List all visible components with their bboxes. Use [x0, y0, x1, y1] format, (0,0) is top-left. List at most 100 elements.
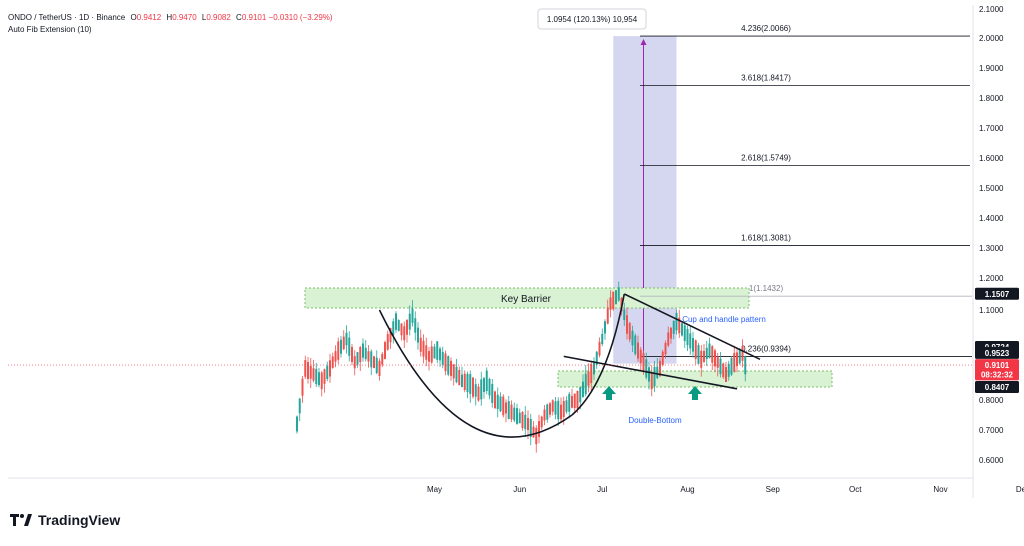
candle[interactable] [411, 300, 414, 327]
candle[interactable] [450, 357, 452, 381]
candle[interactable] [452, 363, 455, 386]
candle[interactable] [439, 346, 441, 367]
axis-price-label[interactable]: 1.1507 [975, 287, 1019, 300]
candle[interactable] [601, 328, 604, 347]
candle[interactable] [414, 311, 417, 341]
candle[interactable] [557, 397, 560, 426]
candle[interactable] [598, 337, 601, 358]
candle[interactable] [425, 337, 428, 367]
candle[interactable] [507, 395, 510, 420]
candle[interactable] [356, 352, 359, 368]
candle[interactable] [466, 371, 469, 399]
candle[interactable] [419, 329, 422, 357]
candle[interactable] [683, 323, 686, 348]
candle[interactable] [615, 290, 617, 305]
candle[interactable] [403, 321, 406, 349]
candle[interactable] [485, 367, 488, 395]
candle[interactable] [637, 335, 639, 362]
candle[interactable] [703, 343, 705, 364]
candle[interactable] [584, 365, 587, 397]
candle[interactable] [474, 378, 477, 406]
candle[interactable] [444, 350, 447, 376]
candle[interactable] [689, 325, 692, 355]
candle[interactable] [587, 363, 590, 393]
candle[interactable] [502, 394, 505, 418]
candle[interactable] [463, 370, 466, 393]
candle[interactable] [298, 397, 301, 422]
candle[interactable] [345, 325, 348, 354]
candle[interactable] [480, 371, 483, 406]
candle[interactable] [535, 425, 538, 453]
candle[interactable] [529, 413, 532, 446]
candle[interactable] [323, 368, 326, 393]
candle[interactable] [491, 378, 494, 408]
candle[interactable] [617, 281, 620, 302]
candle[interactable] [331, 352, 334, 369]
candle[interactable] [378, 358, 381, 381]
fib-level[interactable]: 1(1.1432) [640, 284, 972, 297]
candle[interactable] [395, 311, 397, 333]
candle[interactable] [639, 346, 642, 372]
candle[interactable] [447, 355, 450, 377]
candle[interactable] [551, 399, 554, 416]
candle[interactable] [664, 340, 667, 359]
candle[interactable] [573, 393, 576, 413]
candle[interactable] [458, 366, 461, 386]
candle[interactable] [675, 309, 678, 335]
candle[interactable] [455, 358, 458, 384]
candle[interactable] [312, 359, 315, 383]
candle[interactable] [524, 406, 527, 438]
candle[interactable] [326, 361, 329, 382]
candle[interactable] [538, 414, 540, 444]
candle[interactable] [653, 361, 656, 392]
candle[interactable] [477, 383, 480, 402]
candle[interactable] [397, 319, 400, 332]
candle[interactable] [441, 346, 444, 369]
candle[interactable] [430, 340, 433, 364]
candle[interactable] [540, 415, 543, 431]
candle[interactable] [351, 344, 353, 366]
candle[interactable] [738, 347, 741, 365]
candle[interactable] [381, 351, 384, 368]
support-zone[interactable] [557, 370, 833, 388]
candle[interactable] [406, 318, 408, 343]
candle[interactable] [417, 322, 419, 350]
candle[interactable] [626, 307, 628, 340]
indicator-label[interactable]: Auto Fib Extension (10) [8, 25, 92, 34]
candle[interactable] [370, 349, 373, 376]
candle[interactable] [334, 345, 337, 368]
candle[interactable] [532, 421, 535, 438]
candle[interactable] [631, 325, 634, 353]
candle[interactable] [568, 391, 571, 419]
candle[interactable] [337, 337, 340, 365]
candle[interactable] [384, 340, 386, 360]
candle[interactable] [392, 318, 395, 344]
candle[interactable] [359, 346, 362, 371]
symbol-title[interactable]: ONDO / TetherUS · 1D · Binance [8, 13, 126, 22]
candle[interactable] [433, 343, 436, 359]
candle[interactable] [595, 350, 598, 369]
axis-price-label[interactable]: 0.9101 [975, 359, 1019, 372]
candle[interactable] [612, 291, 615, 311]
candle[interactable] [686, 325, 689, 351]
candle[interactable] [672, 320, 675, 340]
candle[interactable] [483, 376, 485, 399]
candle[interactable] [697, 342, 700, 365]
candle[interactable] [667, 326, 670, 348]
candle[interactable] [518, 408, 521, 424]
candle[interactable] [678, 309, 681, 338]
candle[interactable] [700, 345, 703, 377]
candle[interactable] [705, 340, 708, 367]
axis-price-label[interactable]: 0.8407 [975, 380, 1019, 393]
candle[interactable] [375, 350, 378, 375]
fib-level[interactable]: 2.618(1.5749) [640, 154, 970, 166]
candle[interactable] [408, 305, 411, 336]
candle[interactable] [571, 388, 573, 409]
candle[interactable] [436, 341, 439, 364]
candle[interactable] [543, 405, 546, 426]
candle[interactable] [719, 351, 722, 378]
candle[interactable] [461, 366, 463, 388]
candle[interactable] [590, 360, 593, 391]
candle[interactable] [521, 411, 524, 431]
